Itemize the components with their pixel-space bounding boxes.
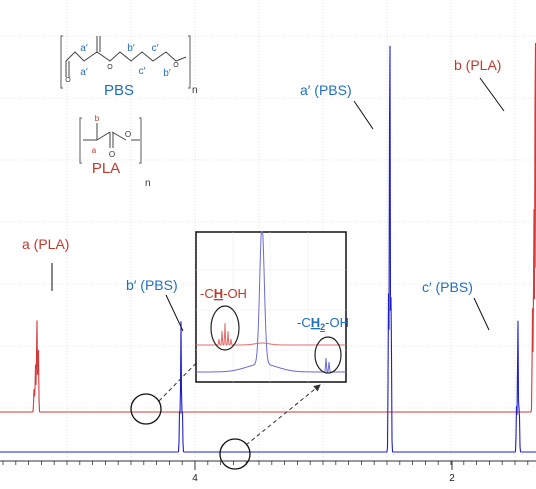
x-tick-label-2: 2 [449,473,455,484]
svg-text:O: O [107,64,113,71]
pbs-structure: O O O a′ a′ b′ b′ c′ c′ PBS n [60,35,198,99]
zoom-circle-pbs [219,438,251,470]
peak-label-a-pbs: a′ (PBS) [300,82,352,98]
pbs-atom-label-b1: b′ [127,43,135,54]
pla-atom-label-a: a [92,146,97,155]
x-axis: 4 2 [0,460,536,484]
pbs-subscript-n: n [192,85,198,96]
inset-circle-ch [210,305,240,351]
inset-circle-ch2 [314,336,342,374]
inset-series-line-pbs [196,231,346,373]
zoom-circle-pla [130,393,162,425]
series-line-pbs [0,45,536,453]
pla-name: PLA [92,160,120,177]
pbs-atom-label-a1: a′ [80,43,88,54]
peak-label-c-pbs: c′ (PBS) [422,279,473,295]
svg-text:O: O [65,77,71,84]
pbs-atom-label-b2: b′ [163,68,171,79]
peak-label-a-pla: a (PLA) [22,236,69,252]
peak-label-b-pla: b (PLA) [454,57,501,73]
svg-text:O: O [109,150,115,159]
series-line-pla [0,42,536,413]
pla-structure: O O b a PLA n [79,114,151,189]
pla-atom-label-b: b [95,114,100,123]
peak-labels: a (PLA) b (PLA) a′ (PBS) b′ (PBS) c′ (PB… [22,57,505,332]
pbs-atom-label-c1: c′ [152,43,159,54]
pbs-atom-label-c2: c′ [139,66,146,77]
inset-annotation-ch: -CH-OH [200,286,247,301]
peak-label-b-pbs: b′ (PBS) [126,277,178,293]
inset-series-line-pla [196,322,346,346]
svg-text:O: O [125,130,131,139]
svg-text:O: O [173,62,179,69]
pla-subscript-n: n [145,178,151,189]
x-tick-label-4: 4 [192,473,198,484]
inset-panel: -CH-OH -CH2-OH [195,231,349,383]
pbs-atom-label-a2: a′ [80,67,88,78]
pbs-name: PBS [104,82,134,99]
